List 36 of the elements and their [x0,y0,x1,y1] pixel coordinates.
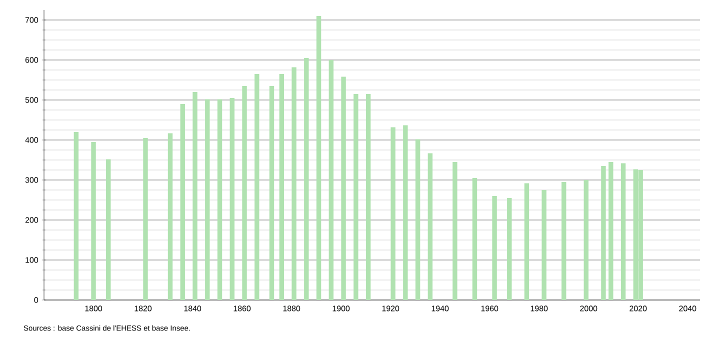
bar [390,127,396,300]
bar [279,74,284,300]
bar [403,125,408,300]
bar [292,67,296,300]
bar [492,196,497,300]
bar [542,190,546,300]
bar [91,142,96,300]
bar [316,16,322,300]
bar [428,153,433,300]
bar [472,178,478,300]
bar [168,133,173,300]
bar [192,92,198,300]
bar [143,138,148,300]
bar [217,99,222,300]
bar [106,159,111,300]
bar [601,166,606,300]
bar [415,139,420,300]
bar [366,94,371,300]
bar [507,198,512,300]
bar [242,86,247,300]
bar [354,94,358,300]
bar [254,74,260,300]
bar [74,132,79,300]
bar [584,180,588,300]
bar [524,183,530,300]
bar [620,163,626,300]
bar [328,60,334,300]
bar [180,104,185,300]
bar [452,162,458,300]
bar [608,162,614,300]
bar [205,99,210,300]
bar [269,86,274,300]
bar [562,182,566,300]
bar [304,58,309,300]
bar [230,98,234,300]
bar [341,76,346,300]
